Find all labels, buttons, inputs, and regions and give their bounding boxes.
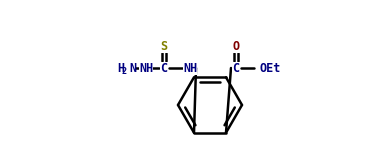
- Text: C: C: [232, 61, 240, 74]
- Text: O: O: [232, 39, 240, 52]
- Text: N: N: [129, 61, 136, 74]
- Text: 2: 2: [122, 67, 127, 75]
- Text: OEt: OEt: [259, 61, 281, 74]
- Text: S: S: [160, 39, 168, 52]
- Text: C: C: [160, 61, 168, 74]
- Text: NH: NH: [139, 61, 153, 74]
- Text: H: H: [117, 61, 124, 74]
- Text: NH: NH: [183, 61, 197, 74]
